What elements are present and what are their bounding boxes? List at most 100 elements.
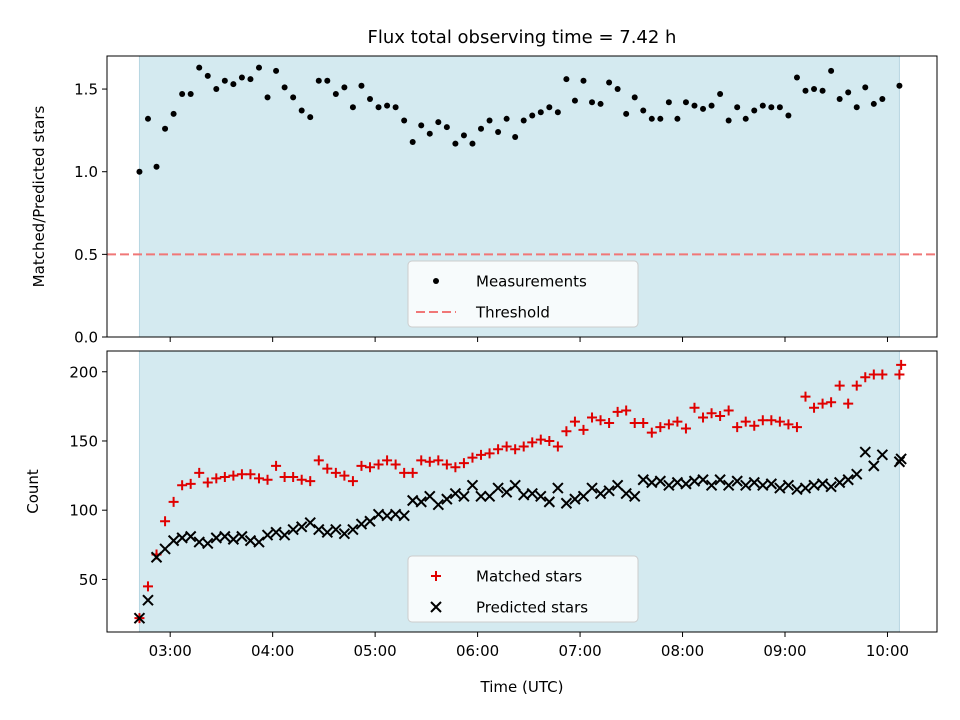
measurement-point xyxy=(392,104,399,111)
legend-label: Threshold xyxy=(475,304,550,322)
matched-star-point xyxy=(296,474,307,485)
measurement-point xyxy=(349,104,356,111)
y-tick-label: 1.0 xyxy=(74,163,98,181)
measurement-point xyxy=(384,102,391,109)
measurement-point xyxy=(811,86,818,93)
measurement-point xyxy=(563,76,570,83)
matched-star-point xyxy=(416,455,427,466)
top-legend: Measurements Threshold xyxy=(407,260,639,328)
predicted-star-point xyxy=(569,493,581,505)
measurement-point xyxy=(674,115,681,122)
matched-star-point xyxy=(407,467,418,478)
matched-star-point xyxy=(860,372,871,383)
series-measurements xyxy=(136,64,903,175)
measurement-point xyxy=(879,95,886,102)
predicted-star-point xyxy=(159,543,171,555)
matched-star-point xyxy=(715,411,726,422)
measurement-point xyxy=(742,115,749,122)
predicted-star-point xyxy=(868,460,880,472)
matched-star-point xyxy=(305,476,316,487)
matched-star-point xyxy=(774,416,785,427)
predicted-star-point xyxy=(842,474,854,486)
matched-star-point xyxy=(484,448,495,459)
matched-star-point xyxy=(253,473,264,484)
measurement-point xyxy=(460,132,467,139)
measurement-point xyxy=(520,117,527,124)
measurement-point xyxy=(776,104,783,111)
measurement-point xyxy=(802,87,809,94)
predicted-star-point xyxy=(603,485,615,497)
y-tick-label: 200 xyxy=(69,363,98,381)
measurement-point xyxy=(375,104,382,111)
matched-star-point xyxy=(535,434,546,445)
top-panel: 0.0 0.5 1.0 1.5 Matched/Predicted stars Measu… xyxy=(30,55,938,347)
predicted-star-point xyxy=(236,530,248,543)
matched-star-point xyxy=(211,473,222,484)
measurement-point xyxy=(734,104,741,111)
predicted-star-point xyxy=(611,479,624,491)
measurement-point xyxy=(657,115,664,122)
predicted-star-point xyxy=(552,482,564,494)
predicted-star-point xyxy=(594,487,607,500)
x-tick-label: 05:00 xyxy=(354,642,397,660)
measurement-point xyxy=(828,67,835,74)
matched-star-point xyxy=(279,471,290,482)
measurement-point xyxy=(785,112,792,119)
matched-star-point xyxy=(219,471,230,482)
measurement-point xyxy=(623,110,630,117)
measurement-point xyxy=(341,84,348,91)
measurement-point xyxy=(512,133,519,140)
measurement-point xyxy=(896,82,903,89)
predicted-star-point xyxy=(577,490,590,503)
measurement-point xyxy=(367,95,374,102)
predicted-star-point xyxy=(629,490,641,503)
predicted-star-point xyxy=(816,478,829,490)
matched-star-point xyxy=(740,416,751,427)
bottom-axes-frame xyxy=(106,350,938,633)
matched-star-point xyxy=(142,581,153,592)
measurement-point xyxy=(691,102,698,109)
measurement-point xyxy=(332,91,339,98)
measurement-point xyxy=(153,163,160,170)
measurement-point xyxy=(307,114,314,121)
matched-star-point xyxy=(604,417,615,428)
predicted-star-point xyxy=(697,474,709,486)
predicted-star-point xyxy=(731,475,743,487)
measurement-point xyxy=(580,77,587,84)
matched-star-point xyxy=(800,391,811,402)
matched-star-point xyxy=(689,402,700,413)
legend-label: Measurements xyxy=(476,273,587,291)
matched-star-point xyxy=(185,478,196,489)
matched-star-point xyxy=(757,415,768,426)
x-tick-label: 04:00 xyxy=(251,642,294,660)
legend-matched-marker xyxy=(431,571,441,581)
measurement-point xyxy=(768,104,775,111)
measurement-point xyxy=(708,102,715,109)
matched-star-point xyxy=(245,469,256,480)
matched-star-point xyxy=(877,369,888,380)
measurement-point xyxy=(614,86,621,93)
matched-star-point xyxy=(896,359,907,370)
matched-star-point xyxy=(834,380,845,391)
predicted-star-point xyxy=(458,490,470,503)
measurement-point xyxy=(443,124,450,131)
matched-star-point xyxy=(313,455,324,466)
matched-star-point xyxy=(160,516,171,527)
predicted-star-point xyxy=(338,528,351,540)
matched-star-point xyxy=(236,469,247,480)
matched-star-point xyxy=(347,476,358,487)
matched-star-point xyxy=(706,408,717,419)
measurement-point xyxy=(418,122,425,129)
measurement-point xyxy=(495,129,502,136)
measurement-point xyxy=(537,109,544,116)
matched-star-point xyxy=(809,402,820,413)
measurement-point xyxy=(682,99,689,106)
measurement-point xyxy=(324,77,331,84)
predicted-star-point xyxy=(782,479,795,491)
predicted-star-point xyxy=(202,537,214,550)
matched-star-point xyxy=(399,467,410,478)
measurement-point xyxy=(221,77,228,84)
measurement-point xyxy=(238,74,245,81)
predicted-star-point xyxy=(714,474,726,486)
matched-star-point xyxy=(578,424,589,435)
